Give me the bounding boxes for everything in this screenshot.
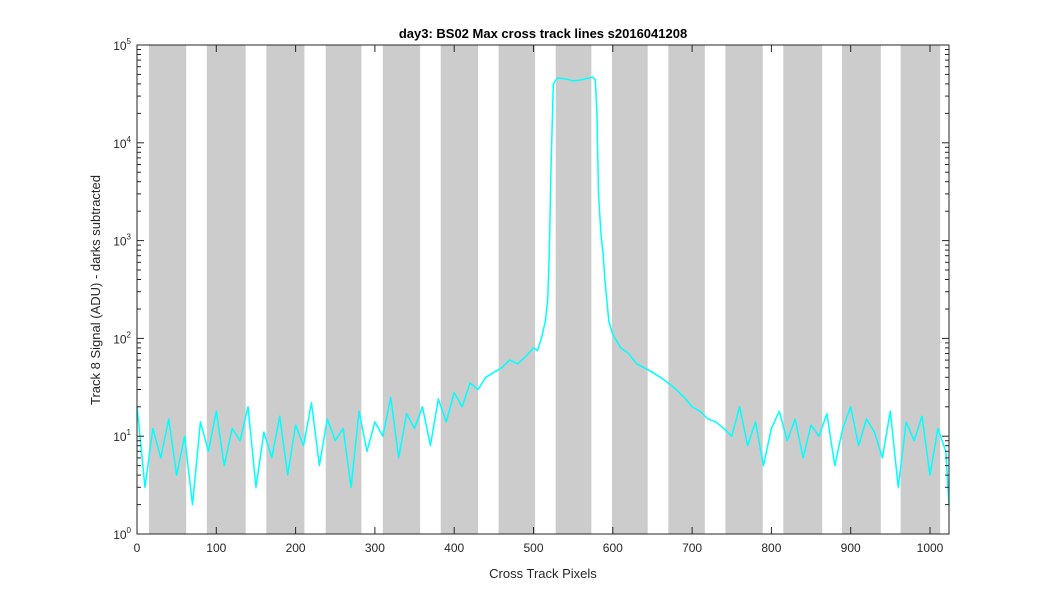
x-tick-label: 200 — [286, 541, 306, 555]
y-tick-label: 100 — [113, 526, 131, 542]
y-tick-label: 101 — [113, 428, 131, 444]
shaded-band-6 — [498, 45, 536, 534]
x-tick-label: 400 — [444, 541, 464, 555]
shaded-band-7 — [555, 45, 592, 534]
series-layer — [136, 76, 950, 506]
y-axis: 100 101 102 103 104 105 — [113, 37, 949, 542]
plot-area — [137, 45, 949, 534]
x-tick-label: 300 — [365, 541, 385, 555]
plot-frame — [136, 44, 950, 535]
chart-title: day3: BS02 Max cross track lines s201604… — [399, 26, 687, 41]
shaded-band-8 — [612, 45, 648, 534]
y-tick-label: 103 — [113, 233, 131, 249]
shaded-band-11 — [783, 45, 823, 534]
shaded-band-5 — [440, 45, 478, 534]
x-tick-label: 700 — [682, 541, 702, 555]
shaded-band-13 — [900, 45, 941, 534]
x-axis-label: Cross Track Pixels — [489, 566, 597, 581]
shaded-band-4 — [382, 45, 421, 534]
series-line-0 — [136, 76, 950, 506]
y-axis-label: Track 8 Signal (ADU) - darks subtracted — [88, 175, 103, 405]
x-axis: 0 100 200 300 400 500 600 700 800 900 1000 — [134, 45, 944, 555]
x-tick-label: 600 — [603, 541, 623, 555]
x-tick-label: 500 — [523, 541, 543, 555]
x-tick-label: 0 — [134, 541, 141, 555]
shaded-band-0 — [148, 45, 187, 534]
x-tick-label: 800 — [761, 541, 781, 555]
x-tick-label: 900 — [841, 541, 861, 555]
shaded-band-12 — [841, 45, 881, 534]
y-tick-label: 105 — [113, 37, 131, 53]
shaded-band-3 — [325, 45, 362, 534]
shaded-band-9 — [668, 45, 705, 534]
shaded-band-10 — [725, 45, 763, 534]
y-tick-label: 102 — [113, 330, 131, 346]
x-tick-label: 1000 — [917, 541, 944, 555]
x-tick-label: 100 — [206, 541, 226, 555]
shaded-band-1 — [206, 45, 246, 534]
y-tick-label: 104 — [113, 135, 131, 151]
